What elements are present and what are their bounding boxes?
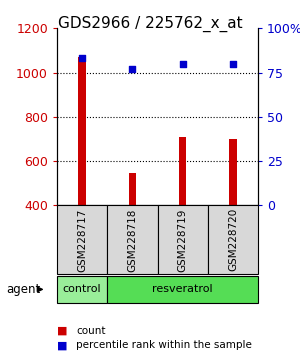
Text: GDS2966 / 225762_x_at: GDS2966 / 225762_x_at [58,16,242,32]
Text: count: count [76,326,106,336]
Point [80,56,85,61]
Point [130,66,135,72]
Text: ■: ■ [57,340,68,350]
Bar [229,139,237,205]
Text: GSM228720: GSM228720 [228,208,238,272]
Text: GSM228717: GSM228717 [77,208,87,272]
Point [230,61,235,67]
Bar [78,57,86,205]
Text: control: control [63,284,101,295]
Text: percentile rank within the sample: percentile rank within the sample [76,340,252,350]
Text: ■: ■ [57,326,68,336]
Bar [179,137,186,205]
Text: agent: agent [6,283,40,296]
Text: resveratrol: resveratrol [152,284,213,295]
Point [180,61,185,67]
Bar [129,173,136,205]
Text: GSM228718: GSM228718 [128,208,137,272]
Text: GSM228719: GSM228719 [178,208,188,272]
